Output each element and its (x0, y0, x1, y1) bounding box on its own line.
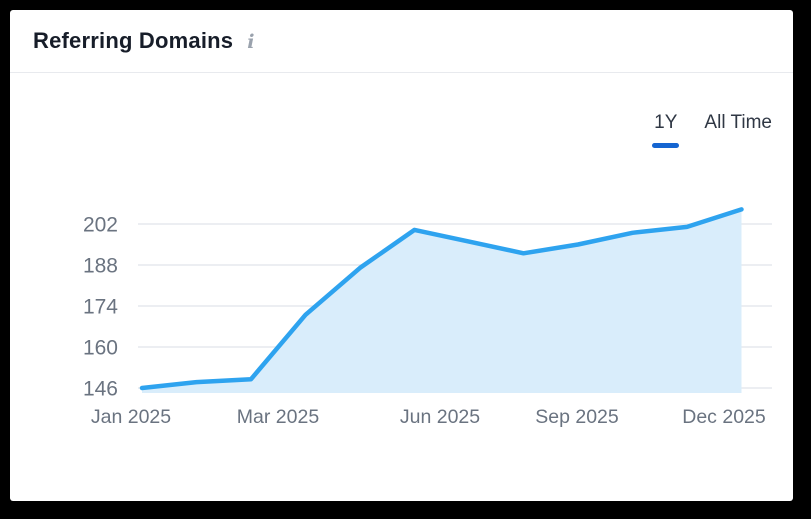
chart-area[interactable]: 146 160 174 188 202 Jan 2025 Mar 2025 Jun 2025 S… (10, 10, 793, 501)
x-tick-label: Dec 2025 (682, 406, 766, 428)
period-tabs: 1Y All Time (652, 111, 772, 148)
card-title: Referring Domains (33, 28, 234, 53)
x-tick-label: Mar 2025 (237, 406, 320, 428)
info-icon[interactable]: i (247, 30, 255, 53)
y-tick-label: 188 (83, 255, 118, 278)
y-tick-label: 146 (83, 378, 118, 401)
x-tick-label: Jan 2025 (91, 406, 171, 428)
y-tick-label: 160 (83, 337, 118, 360)
y-tick-label: 202 (83, 214, 118, 237)
tab-1y-label: 1Y (654, 112, 678, 133)
series-area (142, 209, 742, 393)
referring-domains-card: Referring Domains i 1Y All Time 146 160 17… (10, 10, 793, 501)
active-tab-underline (652, 142, 680, 148)
chart-svg: 146 160 174 188 202 Jan 2025 Mar 2025 Jun 2025 S… (83, 207, 772, 428)
tab-all-time[interactable]: All Time (704, 111, 772, 148)
card-header: Referring Domains i (10, 10, 793, 73)
y-tick-label: 174 (83, 296, 118, 319)
series-line (139, 207, 744, 391)
x-tick-label: Sep 2025 (535, 406, 619, 428)
x-tick-label: Jun 2025 (400, 406, 480, 428)
tab-all-time-label: All Time (704, 112, 772, 133)
tab-1y[interactable]: 1Y (652, 111, 680, 148)
